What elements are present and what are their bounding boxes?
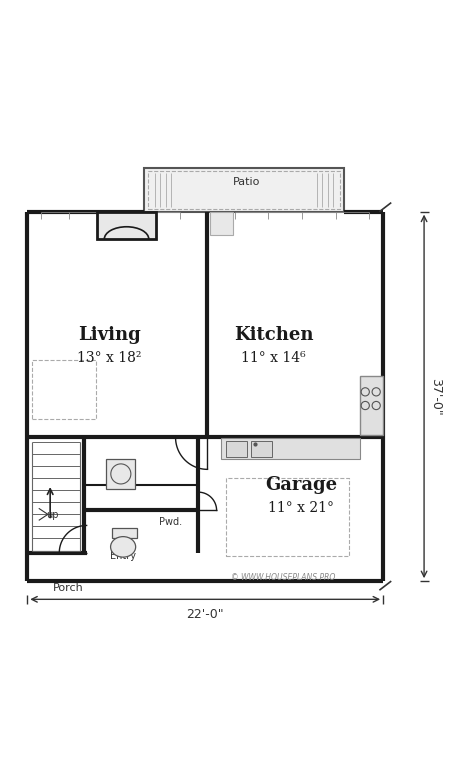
Bar bbox=[221, 438, 359, 459]
Text: up: up bbox=[46, 510, 59, 520]
Text: 22'-0": 22'-0" bbox=[186, 608, 223, 621]
Bar bbox=[111, 527, 136, 537]
Text: Entry: Entry bbox=[110, 551, 136, 561]
Text: © WWW.HOUSEPLANS.PRO: © WWW.HOUSEPLANS.PRO bbox=[230, 573, 334, 582]
Text: 11° x 21°: 11° x 21° bbox=[268, 501, 333, 515]
Bar bbox=[209, 212, 232, 235]
Text: 13° x 18²: 13° x 18² bbox=[77, 350, 142, 365]
Text: 11° x 14⁶: 11° x 14⁶ bbox=[241, 350, 305, 365]
Text: Kitchen: Kitchen bbox=[233, 326, 313, 344]
Bar bbox=[97, 212, 156, 239]
Bar bbox=[106, 460, 135, 488]
Bar bbox=[250, 440, 272, 457]
Text: Garage: Garage bbox=[264, 477, 336, 494]
Text: Porch: Porch bbox=[53, 583, 84, 593]
Text: Pwd.: Pwd. bbox=[159, 517, 182, 527]
Bar bbox=[32, 360, 96, 419]
Bar bbox=[143, 169, 344, 212]
Bar bbox=[148, 171, 339, 209]
Bar bbox=[225, 440, 247, 457]
Bar bbox=[359, 376, 382, 435]
Bar bbox=[225, 478, 348, 556]
Text: 37'-0": 37'-0" bbox=[428, 377, 441, 415]
Text: Living: Living bbox=[78, 326, 141, 344]
Text: Patio: Patio bbox=[232, 177, 259, 187]
Ellipse shape bbox=[110, 537, 136, 557]
